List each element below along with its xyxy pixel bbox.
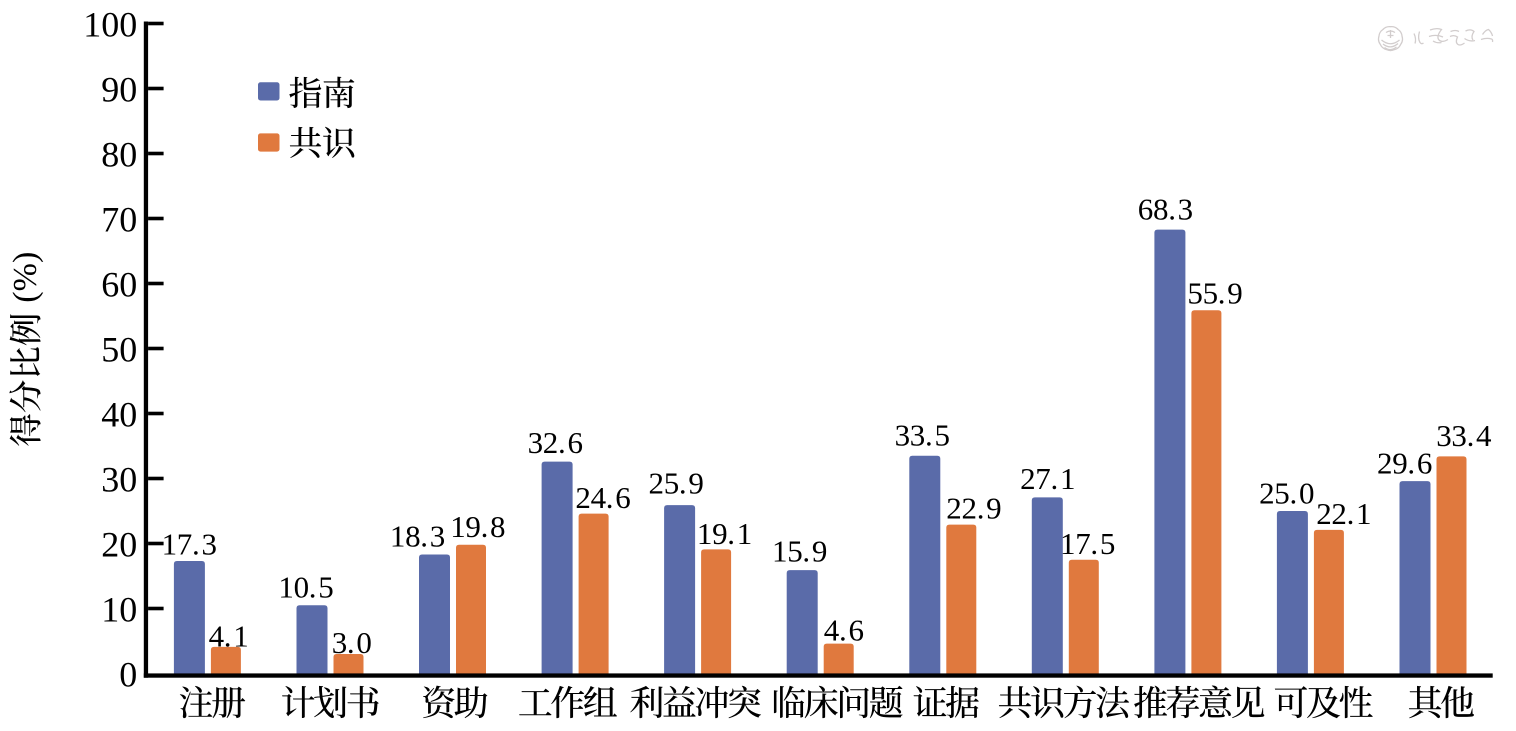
svg-text:3.0: 3.0 [332,625,372,660]
svg-text:30: 30 [101,459,137,499]
svg-text:10: 10 [101,589,137,629]
svg-text:(%): (%) [7,252,44,303]
svg-text:29.6: 29.6 [1377,446,1432,481]
svg-text:68.3: 68.3 [1138,191,1193,226]
svg-text:4.1: 4.1 [209,618,249,653]
svg-text:4.6: 4.6 [824,613,864,648]
svg-text:25.9: 25.9 [649,466,704,501]
svg-text:55.9: 55.9 [1187,276,1242,311]
svg-text:100: 100 [83,4,137,44]
svg-text:17.5: 17.5 [1060,526,1115,561]
svg-text:25.0: 25.0 [1259,475,1314,510]
svg-text:60: 60 [101,264,137,304]
svg-text:33.5: 33.5 [895,418,950,453]
svg-text:70: 70 [101,199,137,239]
svg-text:0: 0 [119,654,137,694]
svg-text:80: 80 [101,134,137,174]
svg-text:32.6: 32.6 [528,425,583,460]
svg-text:22.9: 22.9 [946,491,1001,526]
svg-text:10.5: 10.5 [278,570,333,605]
svg-text:40: 40 [101,394,137,434]
svg-text:19.8: 19.8 [450,509,505,544]
svg-text:90: 90 [101,69,137,109]
svg-text:15.9: 15.9 [772,534,827,569]
svg-text:17.3: 17.3 [162,527,217,562]
svg-text:20: 20 [101,524,137,564]
svg-text:27.1: 27.1 [1020,461,1075,496]
svg-text:50: 50 [101,329,137,369]
svg-text:18.3: 18.3 [390,519,445,554]
svg-text:19.1: 19.1 [697,516,752,551]
svg-text:24.6: 24.6 [575,480,630,515]
svg-text:22.1: 22.1 [1316,496,1371,531]
svg-text:33.4: 33.4 [1436,418,1492,453]
